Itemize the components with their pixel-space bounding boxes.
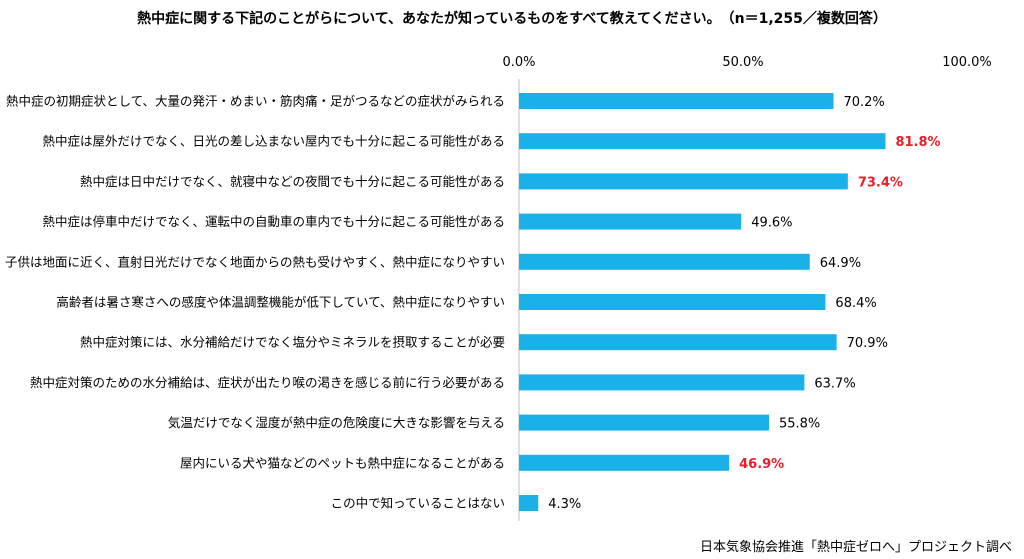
data-label: 70.9% — [847, 336, 888, 351]
x-tick-label: 50.0% — [722, 55, 763, 70]
data-label: 70.2% — [843, 95, 884, 110]
category-label: 熱中症対策のための水分補給は、症状が出たり喉の渇きを感じる前に行う必要がある — [30, 375, 505, 390]
data-label: 4.3% — [548, 497, 581, 512]
category-label: 子供は地面に近く、直射日光だけでなく地面からの熱も受けやすく、熱中症になりやすい — [5, 254, 505, 269]
data-label: 73.4% — [858, 175, 903, 190]
data-label: 49.6% — [751, 216, 792, 231]
bar — [519, 173, 848, 190]
data-label: 55.8% — [779, 417, 820, 432]
bar — [519, 454, 730, 471]
x-tick-label: 0.0% — [502, 55, 535, 70]
bar — [519, 253, 810, 270]
bar — [519, 213, 742, 230]
data-label: 64.9% — [820, 256, 861, 271]
chart-title: 熱中症に関する下記のことがらについて、あなたが知っているものをすべて教えてくださ… — [137, 11, 887, 27]
data-label: 63.7% — [814, 376, 855, 391]
bars — [519, 93, 886, 511]
bar — [519, 93, 834, 109]
bar — [519, 414, 769, 431]
category-label: 熱中症は屋外だけでなく、日光の差し込まない屋内でも十分に起こる可能性がある — [42, 134, 505, 149]
category-label: 熱中症は停車中だけでなく、運転中の自動車の車内でも十分に起こる可能性がある — [42, 214, 505, 229]
bar — [519, 495, 539, 511]
category-label: 熱中症の初期症状として、大量の発汗・めまい・筋肉痛・足がつるなどの症状がみられる — [6, 94, 505, 109]
bar — [519, 374, 805, 391]
category-label: 屋内にいる犬や猫などのペットも熱中症になることがある — [180, 455, 505, 470]
source-note: 日本気象協会推進「熱中症ゼロへ」プロジェクト調べ — [699, 540, 1012, 555]
category-label: 熱中症は日中だけでなく、就寝中などの夜間でも十分に起こる可能性がある — [80, 174, 505, 189]
data-label: 68.4% — [835, 296, 876, 311]
category-label: 熱中症対策には、水分補給だけでなく塩分やミネラルを摂取することが必要 — [80, 335, 505, 350]
category-label: 気温だけでなく湿度が熱中症の危険度に大きな影響を与える — [168, 415, 505, 430]
x-tick-label: 100.0% — [942, 55, 992, 70]
category-label: 高齢者は暑さ寒さへの感度や体温調整機能が低下していて、熱中症になりやすい — [56, 295, 505, 310]
bar — [519, 294, 826, 310]
category-labels: 熱中症の初期症状として、大量の発汗・めまい・筋肉痛・足がつるなどの症状がみられる… — [5, 94, 505, 511]
data-label: 46.9% — [739, 457, 784, 472]
data-label: 81.8% — [895, 135, 940, 150]
value-labels: 70.2% 81.8% 73.4% 49.6% 64.9% 68.4% 70.9% 63.7%… — [548, 95, 940, 512]
bar — [519, 133, 886, 150]
bar — [519, 334, 837, 351]
axis-ticks: 0.0% 50.0% 100.0% — [502, 55, 991, 70]
category-label: この中で知っていることはない — [331, 496, 505, 511]
